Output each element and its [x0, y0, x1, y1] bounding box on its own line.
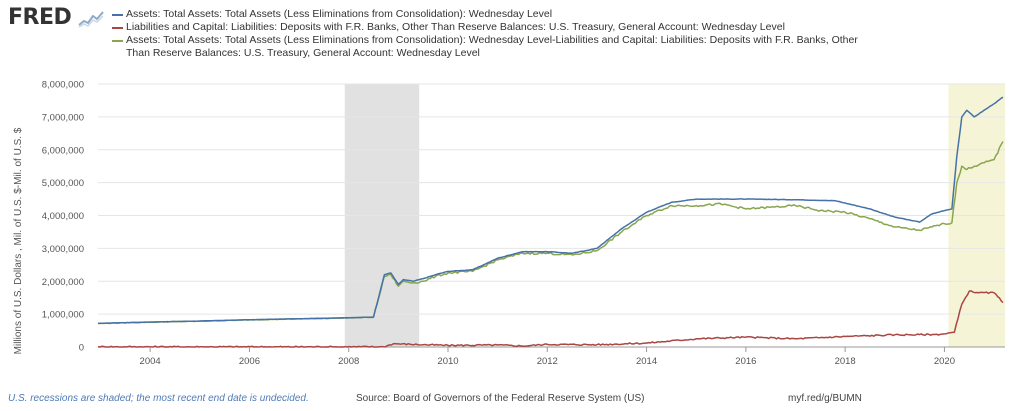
recession-note: U.S. recessions are shaded; the most rec…	[8, 393, 309, 404]
legend-swatch	[112, 27, 123, 29]
fred-logo-text: FRED	[8, 5, 72, 30]
gridlines	[98, 83, 1005, 348]
x-tick-label: 2016	[735, 356, 756, 367]
legend-label-continued: Than Reserve Balances: U.S. Treasury, Ge…	[126, 47, 480, 59]
x-tick-label: 2010	[437, 356, 458, 367]
chart-legend: Assets: Total Assets: Total Assets (Less…	[112, 8, 912, 60]
y-tick-label: 0	[79, 343, 84, 354]
series-lines	[97, 96, 1004, 348]
legend-label: Assets: Total Assets: Total Assets (Less…	[126, 8, 553, 20]
y-tick-label: 8,000,000	[42, 80, 84, 91]
y-tick-label: 7,000,000	[42, 112, 84, 123]
source-note: Source: Board of Governors of the Federa…	[356, 393, 645, 404]
y-tick-label: 3,000,000	[42, 244, 84, 255]
x-tick-label: 2018	[835, 356, 856, 367]
y-tick-label: 2,000,000	[42, 277, 84, 288]
x-tick-label: 2008	[338, 356, 359, 367]
fred-logo-sparkline-icon	[78, 10, 104, 28]
fred-logo[interactable]: FRED	[8, 6, 104, 30]
series-line	[97, 290, 1004, 348]
y-tick-label: 5,000,000	[42, 178, 84, 189]
x-tick-label: 2012	[537, 356, 558, 367]
x-tick-label: 2006	[239, 356, 260, 367]
series-line	[97, 96, 1004, 325]
legend-item-treasury-general-account[interactable]: Liabilities and Capital: Liabilities: De…	[112, 21, 912, 34]
legend-item-total-assets[interactable]: Assets: Total Assets: Total Assets (Less…	[112, 8, 912, 21]
legend-item-assets-minus-tga[interactable]: Assets: Total Assets: Total Assets (Less…	[112, 34, 912, 60]
y-tick-label: 6,000,000	[42, 145, 84, 156]
legend-swatch	[112, 14, 123, 16]
y-axis-label: Millions of U.S. Dollars , Mil. of U.S. …	[13, 127, 24, 354]
x-tick-label: 2004	[140, 356, 161, 367]
line-chart[interactable]: 0 1,000,000 2,000,000 3,000,000 4,000,000 5,0…	[0, 74, 1022, 386]
x-tick-label: 2014	[636, 356, 657, 367]
axes: 0 1,000,000 2,000,000 3,000,000 4,000,000 5,0…	[42, 80, 955, 368]
legend-label: Assets: Total Assets: Total Assets (Less…	[126, 34, 858, 46]
y-tick-label: 1,000,000	[42, 310, 84, 321]
y-tick-label: 4,000,000	[42, 211, 84, 222]
x-tick-label: 2020	[934, 356, 955, 367]
short-link[interactable]: myf.red/g/BUMN	[788, 393, 862, 404]
legend-label: Liabilities and Capital: Liabilities: De…	[126, 21, 785, 33]
legend-swatch	[112, 40, 123, 42]
